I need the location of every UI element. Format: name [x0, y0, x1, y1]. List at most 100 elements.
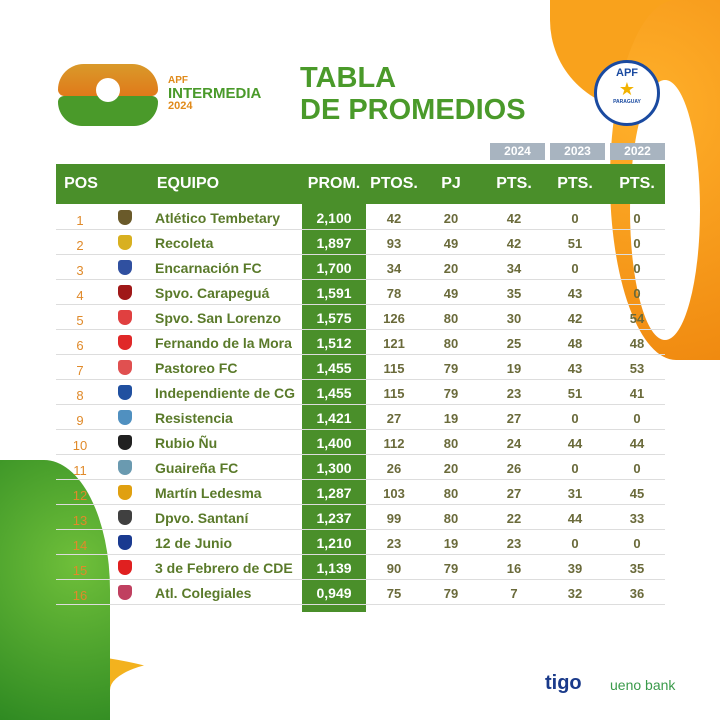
table-row: 8 Independiente de CG 1,455 115 79 23 51 41 — [56, 380, 665, 405]
team-name: Encarnación FC — [155, 260, 262, 276]
title-line-1: TABLA — [300, 62, 397, 94]
pts-2022: 0 — [633, 286, 641, 301]
header-pts-2023: PTS. — [557, 175, 593, 192]
team-name: Martín Ledesma — [155, 485, 262, 501]
promedio: 1,210 — [316, 535, 352, 551]
pts-2023: 44 — [567, 436, 583, 451]
pts-2024: 27 — [506, 411, 522, 426]
table-row: 15 3 de Febrero de CDE 1,139 90 79 16 39 35 — [56, 555, 665, 580]
pj: 49 — [443, 286, 459, 301]
pj: 20 — [443, 261, 459, 276]
apf-badge-logo: APF ★ PARAGUAY — [594, 60, 660, 126]
pts-2022: 41 — [629, 386, 645, 401]
table-row: 3 Encarnación FC 1,700 34 20 34 0 0 — [56, 255, 665, 280]
pts-2024: 26 — [506, 461, 522, 476]
header-ptos: PTOS. — [370, 175, 418, 192]
pts-2024: 42 — [506, 236, 522, 251]
pts-2023: 48 — [567, 336, 583, 351]
brand-name: INTERMEDIA — [168, 85, 262, 102]
position: 6 — [76, 338, 84, 353]
ptos: 26 — [386, 461, 402, 476]
ptos: 99 — [386, 511, 402, 526]
ptos: 103 — [383, 486, 405, 501]
team-crest-icon — [118, 485, 132, 500]
pj: 20 — [443, 211, 459, 226]
pts-2023: 0 — [571, 536, 579, 551]
promedio: 1,287 — [316, 485, 352, 501]
team-crest-icon — [118, 210, 132, 225]
pts-2023: 51 — [567, 386, 583, 401]
header-pts-2024: PTS. — [496, 175, 532, 192]
promedio: 1,237 — [316, 510, 352, 526]
table-row: 5 Spvo. San Lorenzo 1,575 126 80 30 42 54 — [56, 305, 665, 330]
promedio: 0,949 — [316, 585, 352, 601]
apf-badge-top: APF — [616, 67, 638, 79]
team-name: Atl. Colegiales — [155, 585, 252, 601]
pts-2024: 35 — [506, 286, 522, 301]
promedio: 1,897 — [316, 235, 352, 251]
team-crest-icon — [118, 460, 132, 475]
position: 4 — [76, 288, 84, 303]
promedio: 1,575 — [316, 310, 352, 326]
table-row: 16 Atl. Colegiales 0,949 75 79 7 32 36 — [56, 580, 665, 605]
pts-2023: 51 — [567, 236, 583, 251]
decor-green-blob — [0, 460, 110, 720]
position: 13 — [72, 513, 88, 528]
year-tag-2023: 2023 — [550, 143, 605, 160]
header-team: EQUIPO — [156, 175, 220, 192]
pts-2024: 19 — [506, 361, 522, 376]
table-row: 9 Resistencia 1,421 27 19 27 0 0 — [56, 405, 665, 430]
decor-white-cut-bottom — [110, 660, 270, 720]
team-name: Fernando de la Mora — [155, 335, 292, 351]
pts-2023: 31 — [567, 486, 583, 501]
pts-2022: 33 — [629, 511, 645, 526]
promedio: 1,139 — [316, 560, 352, 576]
team-crest-icon — [118, 385, 132, 400]
pts-2022: 0 — [633, 411, 641, 426]
team-crest-icon — [118, 235, 132, 250]
pts-2022: 48 — [629, 336, 645, 351]
team-name: Atlético Tembetary — [155, 210, 280, 226]
team-crest-icon — [118, 510, 132, 525]
pts-2023: 43 — [567, 286, 583, 301]
team-crest-icon — [118, 435, 132, 450]
pts-2023: 0 — [571, 461, 579, 476]
position: 7 — [76, 363, 84, 378]
ptos: 90 — [386, 561, 402, 576]
brand-apf: APF — [168, 75, 188, 86]
brand-year: 2024 — [168, 100, 193, 112]
year-tag-2022: 2022 — [610, 143, 665, 160]
promedio: 1,300 — [316, 460, 352, 476]
promedio: 1,512 — [316, 335, 352, 351]
ptos: 93 — [386, 236, 402, 251]
pj: 80 — [443, 511, 459, 526]
pj: 79 — [443, 586, 459, 601]
promedio: 1,455 — [316, 385, 352, 401]
team-crest-icon — [118, 535, 132, 550]
ueno-bank-logo: ueno bank — [610, 677, 676, 693]
pj: 19 — [443, 411, 459, 426]
pts-2023: 0 — [571, 411, 579, 426]
brand-text: APF INTERMEDIA 2024 — [168, 76, 261, 112]
team-crest-icon — [118, 310, 132, 325]
pts-2022: 44 — [629, 436, 645, 451]
ptos: 34 — [386, 261, 402, 276]
position: 12 — [72, 488, 88, 503]
ptos: 27 — [386, 411, 402, 426]
pj: 80 — [443, 486, 459, 501]
pj: 80 — [443, 336, 459, 351]
header-pos: POS — [64, 175, 98, 192]
pts-2022: 0 — [633, 536, 641, 551]
team-crest-icon — [118, 410, 132, 425]
pts-2022: 45 — [629, 486, 645, 501]
header-pts-2022: PTS. — [619, 175, 655, 192]
position: 5 — [76, 313, 84, 328]
team-crest-icon — [118, 585, 132, 600]
promedio: 1,591 — [316, 285, 352, 301]
position: 1 — [76, 213, 84, 228]
pj: 80 — [443, 311, 459, 326]
pts-2022: 54 — [629, 311, 645, 326]
pts-2022: 36 — [629, 586, 645, 601]
ptos: 78 — [386, 286, 402, 301]
position: 9 — [76, 413, 84, 428]
